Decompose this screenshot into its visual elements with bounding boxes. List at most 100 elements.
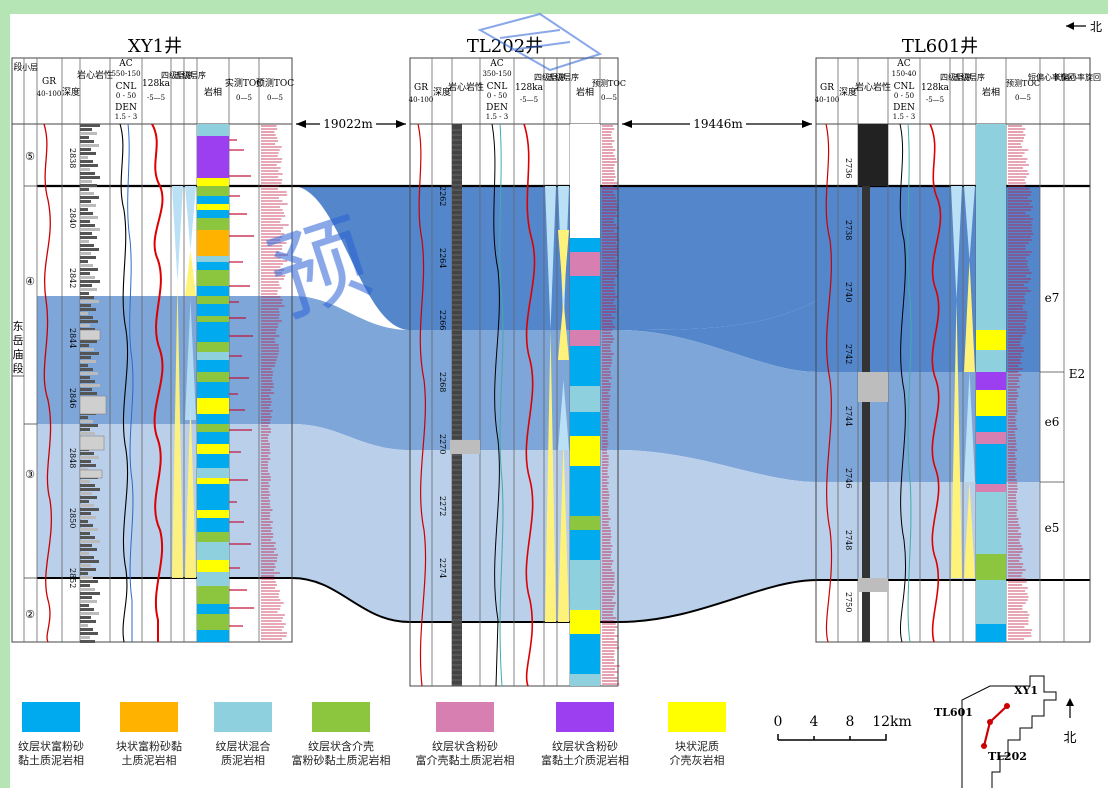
legend-swatch-6: [556, 702, 614, 732]
svg-text:短偏心率旋回: 短偏心率旋回: [1028, 72, 1076, 82]
svg-text:-5—5: -5—5: [147, 94, 165, 102]
svg-text:0: 0: [774, 714, 783, 730]
well-name-tl601: TL601井: [902, 36, 978, 57]
svg-text:0 - 50: 0 - 50: [487, 92, 507, 100]
svg-text:4: 4: [810, 714, 819, 730]
band-upper: [37, 186, 1040, 330]
xy1-depth-2848: 2848: [68, 448, 77, 468]
svg-text:0 - 50: 0 - 50: [894, 92, 914, 100]
svg-text:AC: AC: [489, 59, 503, 69]
svg-text:深度: 深度: [62, 86, 80, 98]
svg-text:128ka: 128ka: [515, 83, 544, 93]
legend-label-1: 纹层状富粉砂 黏土质泥岩相: [18, 740, 84, 767]
svg-text:深度: 深度: [839, 86, 857, 98]
scale-bar: 0 4 8 12km: [774, 714, 912, 741]
band-middle: [37, 296, 1040, 372]
tl202-depth-2262: 2262: [438, 186, 447, 206]
svg-text:段: 段: [13, 61, 22, 73]
svg-text:1.5 - 3: 1.5 - 3: [893, 113, 915, 121]
svg-text:实测TOC: 实测TOC: [225, 77, 263, 89]
tl601-depth-2738: 2738: [844, 220, 853, 240]
svg-text:预测TOC: 预测TOC: [1006, 78, 1040, 88]
legend-label-3: 纹层状混合 质泥岩相: [215, 740, 271, 767]
ka-curve-tl601: [929, 123, 942, 643]
xy1-depth-2840: 2840: [68, 208, 77, 228]
cycle-e7: e7: [1045, 291, 1060, 305]
tl601-depth-2748: 2748: [844, 530, 853, 550]
svg-text:AC: AC: [118, 59, 132, 69]
svg-text:0—5: 0—5: [236, 94, 252, 102]
svg-text:TL202: TL202: [988, 750, 1027, 763]
gr-curve-tl601: [825, 123, 833, 643]
svg-text:0—5: 0—5: [601, 94, 617, 102]
well-xy1: XY1井 段 小层 GR 40-100 深度 岩心岩性 AC 550-150 C…: [11, 36, 294, 643]
legend-swatch-2: [120, 702, 178, 732]
well-tl202: TL202井 GR 40-100 深度 岩心岩性 AC 350-150 CNL …: [409, 36, 626, 687]
legend-swatch-7: [668, 702, 726, 732]
north-arrow-top: 北: [1066, 20, 1102, 34]
sublayer-5: ⑤: [25, 150, 35, 163]
svg-text:北: 北: [1063, 731, 1076, 746]
svg-text:-5—5: -5—5: [926, 96, 944, 104]
distance-tl202-tl601: 19446m: [622, 116, 812, 131]
svg-text:0—5: 0—5: [1015, 94, 1031, 102]
svg-text:350-150: 350-150: [482, 70, 511, 78]
tl202-depth-2270: 2270: [438, 434, 447, 454]
predicted-toc-xy1: [261, 125, 289, 640]
svg-text:GR: GR: [414, 83, 428, 93]
tl601-depth-2736: 2736: [844, 158, 853, 178]
legend-swatch-5: [436, 702, 494, 732]
svg-text:岩心岩性: 岩心岩性: [77, 69, 113, 81]
svg-text:GR: GR: [820, 83, 834, 93]
location-map: XY1 TL601 TL202 北: [934, 675, 1077, 788]
legend-swatch-4: [312, 702, 370, 732]
legend-label-5: 纹层状含粉砂 富介壳黏土质泥岩相: [415, 740, 515, 767]
svg-text:岩心岩性: 岩心岩性: [448, 81, 484, 93]
den-curve-tl202: [499, 123, 504, 687]
svg-text:五级层序: 五级层序: [547, 72, 579, 82]
svg-text:岩相: 岩相: [204, 86, 222, 98]
svg-text:预测TOC: 预测TOC: [256, 78, 294, 89]
xy1-depth-2846: 2846: [68, 388, 77, 408]
svg-text:DEN: DEN: [893, 103, 915, 113]
gr-curve-tl202: [417, 123, 427, 687]
tl601-depth-2740: 2740: [844, 282, 853, 302]
svg-text:四级层序: 四级层序: [940, 72, 972, 82]
xy1-depth-2852: 2852: [68, 568, 77, 588]
cycle-E2: E2: [1069, 367, 1085, 381]
svg-text:CNL: CNL: [487, 82, 508, 92]
legend-label-6: 纹层状含粉砂 富黏土介质泥岩相: [541, 740, 629, 767]
svg-text:550-150: 550-150: [111, 70, 140, 78]
well-name-tl202: TL202井: [467, 36, 543, 57]
svg-text:五级层序: 五级层序: [953, 72, 985, 82]
xy1-depth-2850: 2850: [68, 508, 77, 528]
core-lithology-xy1: [79, 124, 107, 643]
den-curve-xy1: [127, 123, 134, 642]
ka-curve-xy1: [151, 123, 164, 642]
segment-label: 东岳庙段: [13, 320, 24, 375]
svg-text:-5—5: -5—5: [520, 96, 538, 104]
svg-text:1.5 - 3: 1.5 - 3: [486, 113, 508, 121]
svg-text:XY1: XY1: [1014, 684, 1038, 697]
tl601-depth-2742: 2742: [844, 344, 853, 364]
svg-text:CNL: CNL: [894, 82, 915, 92]
legend-swatch-1: [22, 702, 80, 732]
ac-curve-tl202: [491, 123, 500, 687]
svg-text:40-100: 40-100: [815, 96, 840, 104]
svg-text:深度: 深度: [433, 86, 451, 98]
svg-text:0 - 50: 0 - 50: [116, 92, 136, 100]
distance-xy1-tl202: 19022m: [296, 116, 406, 131]
svg-text:岩相: 岩相: [982, 86, 1000, 98]
svg-text:小层: 小层: [22, 63, 38, 72]
sublayer-4: ④: [25, 275, 35, 288]
xy1-depth-2838: 2838: [68, 148, 77, 168]
svg-text:TL601: TL601: [934, 706, 973, 719]
measured-toc-xy1: [229, 139, 254, 627]
tl202-depth-2268: 2268: [438, 372, 447, 392]
legend-label-7: 块状泥质 介壳灰岩相: [669, 740, 725, 767]
xy1-depth-2844: 2844: [68, 328, 77, 348]
svg-text:8: 8: [846, 714, 855, 730]
svg-text:DEN: DEN: [486, 103, 508, 113]
